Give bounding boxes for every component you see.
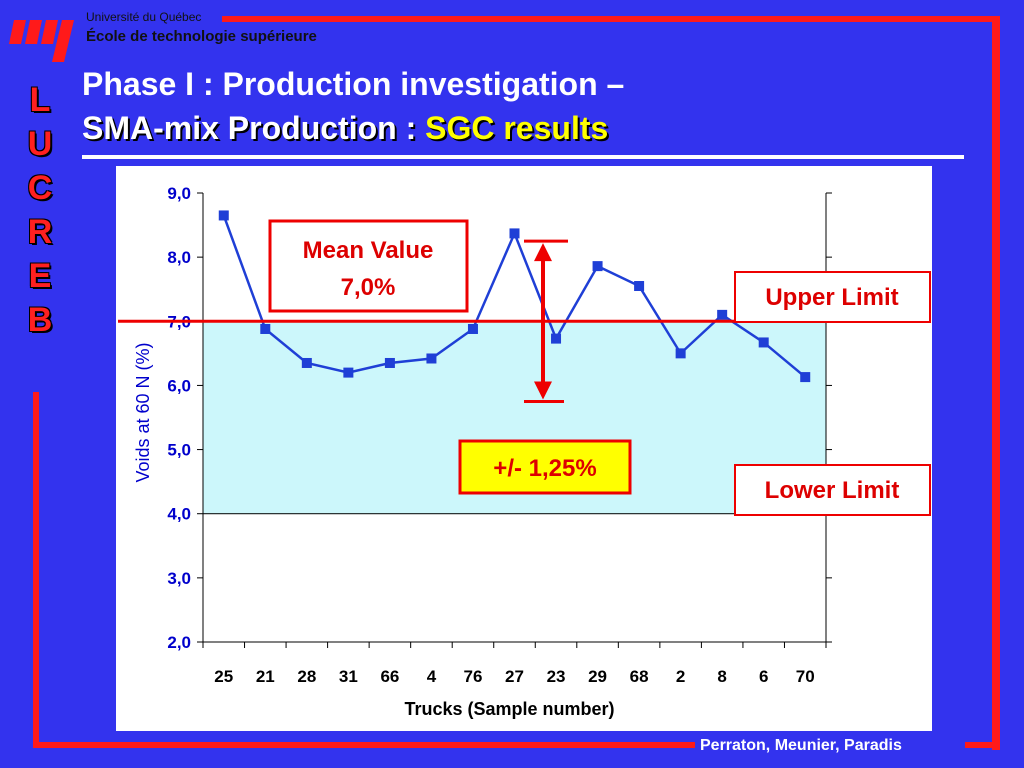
x-tick-label: 66 — [380, 667, 399, 686]
x-tick-label: 76 — [464, 667, 483, 686]
slide-title-line2: SMA-mix Production : SGC results — [82, 110, 608, 147]
y-tick-label: 5,0 — [167, 441, 191, 460]
data-point — [592, 261, 603, 272]
x-tick-label: 25 — [214, 667, 233, 686]
data-point — [343, 367, 354, 378]
data-point — [717, 309, 728, 320]
data-point — [675, 348, 686, 359]
x-tick-label: 6 — [759, 667, 768, 686]
mean-value-label: Mean Value — [303, 237, 434, 264]
x-tick-label: 21 — [256, 667, 275, 686]
x-tick-label: 29 — [588, 667, 607, 686]
y-tick-label: 9,0 — [167, 184, 191, 203]
lucreb-letter: E — [28, 257, 52, 295]
frame-bottom-right-border — [965, 742, 1000, 748]
upper-limit-box — [734, 271, 931, 323]
lucreb-letter: L — [29, 81, 51, 119]
school-name: École de technologie supérieure — [86, 28, 317, 45]
data-point — [467, 323, 478, 334]
lucreb-letter: R — [27, 213, 53, 251]
tolerance-arrow-head-down — [534, 381, 552, 400]
slide-title-prefix: SMA-mix Production : — [82, 110, 417, 146]
frame-bottom-border — [33, 742, 695, 748]
slide-title-highlight: SGC results — [425, 110, 609, 146]
data-point — [384, 357, 395, 368]
lucreb-letter: U — [27, 125, 53, 163]
mean-value-box — [268, 219, 469, 313]
frame-left-border — [33, 392, 39, 748]
x-tick-label: 27 — [505, 667, 524, 686]
data-point — [551, 333, 562, 344]
tolerance-arrow-head-up — [534, 243, 552, 262]
y-tick-label: 6,0 — [167, 376, 191, 395]
data-point — [260, 323, 271, 334]
x-tick-label: 4 — [427, 667, 437, 686]
university-logo — [9, 20, 74, 62]
slide-title-line1: Phase I : Production investigation – — [82, 66, 625, 102]
data-point — [800, 372, 811, 383]
y-axis-title: Voids at 60 N (%) — [133, 342, 153, 482]
mean-value-number: 7,0% — [341, 274, 396, 301]
y-tick-label: 4,0 — [167, 505, 191, 524]
x-tick-label: 68 — [630, 667, 649, 686]
data-point — [634, 281, 645, 292]
y-tick-label: 3,0 — [167, 569, 191, 588]
x-tick-label: 28 — [297, 667, 316, 686]
x-tick-label: 70 — [796, 667, 815, 686]
data-point — [758, 337, 769, 348]
x-tick-label: 23 — [547, 667, 566, 686]
x-tick-label: 31 — [339, 667, 358, 686]
frame-top-border — [222, 16, 1000, 22]
data-point — [426, 353, 437, 364]
tolerance-label: +/- 1,25% — [493, 455, 596, 482]
footer-authors: Perraton, Meunier, Paradis — [700, 737, 902, 754]
x-tick-label: 8 — [717, 667, 726, 686]
lucreb-vertical-label: L U C R E B — [20, 78, 60, 342]
upper-limit-label: Upper Limit — [765, 284, 898, 311]
tolerance-box — [458, 439, 632, 495]
x-axis-title: Trucks (Sample number) — [404, 699, 614, 719]
lower-limit-box — [734, 464, 931, 516]
lower-limit-label: Lower Limit — [765, 477, 900, 504]
university-name: Université du Québec — [86, 10, 202, 24]
y-tick-label: 2,0 — [167, 633, 191, 652]
data-point — [218, 210, 229, 221]
title-underline — [82, 155, 964, 159]
y-tick-label: 8,0 — [167, 248, 191, 267]
frame-right-border — [992, 16, 1000, 750]
x-tick-label: 2 — [676, 667, 685, 686]
lucreb-letter: B — [27, 301, 53, 339]
lucreb-letter: C — [27, 169, 53, 207]
data-point — [509, 228, 520, 239]
data-point — [301, 357, 312, 368]
